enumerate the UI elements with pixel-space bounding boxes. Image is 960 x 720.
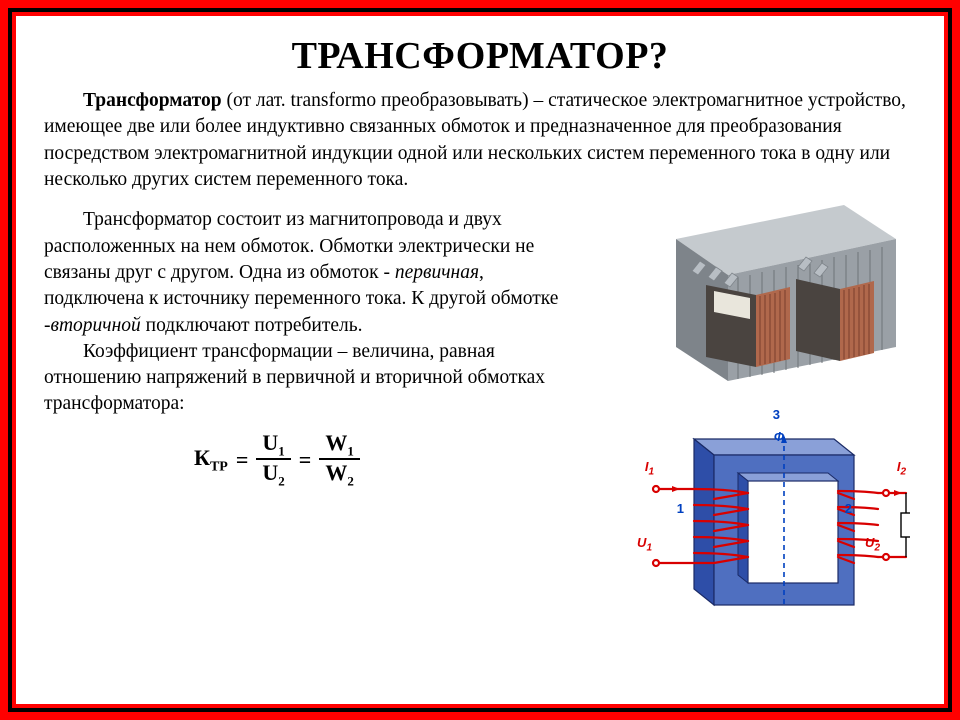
schematic-label-u1: U1 <box>637 535 652 554</box>
schematic-label-i1: I1 <box>645 459 654 478</box>
definition-term: Трансформатор <box>83 90 222 111</box>
schematic-label-1: 1 <box>677 501 684 516</box>
primary-winding-term: первичная <box>395 262 479 283</box>
schematic-label-phi: Ф <box>774 429 784 444</box>
formula-frac-u: U1 U2 <box>256 432 290 488</box>
page-title: ТРАНСФОРМАТОР? <box>44 34 916 78</box>
schematic-label-2: 2 <box>845 501 852 516</box>
transformer-photo <box>652 173 912 383</box>
schematic-label-i2: I2 <box>897 459 906 478</box>
formula-frac-w: W1 W2 <box>319 432 360 488</box>
schematic-label-u2: U2 <box>865 535 880 554</box>
definition-etymology: (от лат. transformo преобразовывать) <box>226 90 528 111</box>
paragraph-composition: Трансформатор состоит из магнитопровода … <box>44 207 584 339</box>
transformer-schematic <box>620 413 910 623</box>
paragraph-coefficient: Коэффициент трансформации – величина, ра… <box>44 339 584 418</box>
schematic-label-3: 3 <box>773 407 780 422</box>
formula-k: КТР <box>194 443 228 477</box>
transformation-ratio-formula: КТР = U1 U2 = W1 W2 <box>194 432 584 488</box>
secondary-winding-term: вторичной <box>51 315 141 336</box>
